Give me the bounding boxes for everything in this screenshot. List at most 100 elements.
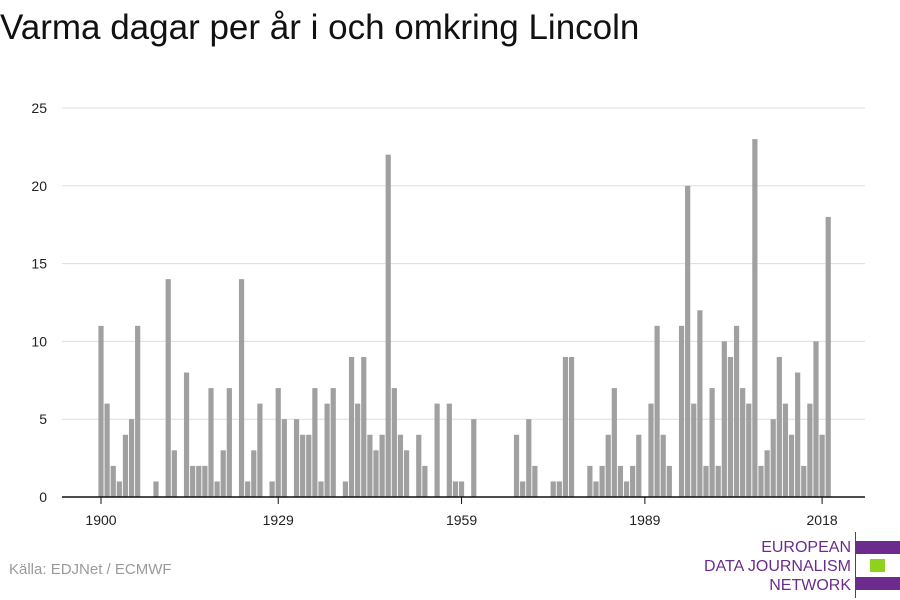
bar-2008 xyxy=(758,465,764,497)
bar-2007 xyxy=(752,139,758,497)
bar-1969 xyxy=(520,481,526,497)
bar-1911 xyxy=(165,279,171,497)
bar-1991 xyxy=(654,325,660,497)
bar-1995 xyxy=(678,325,685,497)
bar-1938 xyxy=(330,388,336,497)
bar-1958 xyxy=(452,481,459,497)
bar-1901 xyxy=(104,403,110,497)
bar-2001 xyxy=(715,465,721,497)
bar-1904 xyxy=(122,434,129,497)
bar-1947 xyxy=(385,154,391,497)
bar-1934 xyxy=(306,434,312,497)
bar-1977 xyxy=(568,356,575,497)
x-axis-ticks: 1900 1929 1959 1989 2018 xyxy=(85,497,838,528)
bar-1968 xyxy=(513,434,520,497)
bar-2005 xyxy=(740,388,746,497)
logo-bar-purple-bottom xyxy=(856,577,900,590)
bar-1919 xyxy=(214,481,220,497)
bar-1992 xyxy=(660,434,666,497)
bar-1902 xyxy=(110,465,116,497)
logo-bar-purple-top xyxy=(856,541,900,554)
bar-1932 xyxy=(293,419,300,497)
bar-1920 xyxy=(220,450,226,497)
bar-1982 xyxy=(599,465,605,497)
x-tick-label-1929: 1929 xyxy=(263,512,294,528)
y-tick-label-25: 25 xyxy=(31,100,47,116)
x-tick-label-1989: 1989 xyxy=(629,512,660,528)
bar-1935 xyxy=(312,388,318,497)
logo-line-3: NETWORK xyxy=(769,577,851,594)
edjnet-logo: EUROPEAN DATA JOURNALISM NETWORK xyxy=(700,530,900,600)
y-tick-label-0: 0 xyxy=(39,489,47,505)
bar-1974 xyxy=(550,481,556,497)
bar-1998 xyxy=(697,310,703,497)
bar-2003 xyxy=(727,356,734,497)
bar-1997 xyxy=(691,403,697,497)
bar-1900 xyxy=(98,325,104,497)
bar-1933 xyxy=(300,434,306,497)
bar-1924 xyxy=(245,481,251,497)
bar-2015 xyxy=(801,465,807,497)
bar-1914 xyxy=(183,372,190,497)
bar-2002 xyxy=(721,341,727,497)
bar-1949 xyxy=(397,434,404,497)
bar-1940 xyxy=(342,481,349,497)
bar-2012 xyxy=(782,403,789,497)
bar-1987 xyxy=(630,465,636,497)
bar-1988 xyxy=(636,434,642,497)
bar-1944 xyxy=(367,434,373,497)
bar-1986 xyxy=(623,481,630,497)
bar-2000 xyxy=(709,388,715,497)
bar-1952 xyxy=(416,434,422,497)
bar-1905 xyxy=(128,419,135,497)
bar-1936 xyxy=(318,481,324,497)
bar-1906 xyxy=(135,325,141,497)
logo-line-1: EUROPEAN xyxy=(761,539,851,556)
bar-2004 xyxy=(733,325,740,497)
y-tick-label-20: 20 xyxy=(31,178,47,194)
bar-1930 xyxy=(281,419,287,497)
bar-1945 xyxy=(373,450,379,497)
bar-1923 xyxy=(238,279,245,497)
bar-1983 xyxy=(605,434,611,497)
bar-1915 xyxy=(190,465,196,497)
bar-1948 xyxy=(391,388,397,497)
logo-bar-green xyxy=(870,559,885,572)
bar-1942 xyxy=(355,403,361,497)
logo-text: EUROPEAN DATA JOURNALISM NETWORK xyxy=(704,538,851,595)
bar-1970 xyxy=(526,419,532,497)
bar-1955 xyxy=(434,403,440,497)
bar-1950 xyxy=(403,450,410,497)
y-tick-label-10: 10 xyxy=(31,333,47,349)
bar-2010 xyxy=(770,419,776,497)
x-tick-label-2018: 2018 xyxy=(807,512,838,528)
bar-2009 xyxy=(764,450,770,497)
logo-line-2: DATA JOURNALISM xyxy=(704,558,851,575)
bar-1941 xyxy=(348,356,355,497)
bar-1981 xyxy=(593,481,599,497)
bar-1984 xyxy=(611,388,617,497)
bar-1912 xyxy=(171,450,177,497)
bar-1946 xyxy=(379,434,385,497)
bar-1999 xyxy=(703,465,709,497)
bar-2011 xyxy=(776,356,782,497)
bar-1971 xyxy=(532,465,538,497)
bar-1943 xyxy=(361,356,367,497)
bar-2017 xyxy=(813,341,819,497)
bar-1980 xyxy=(587,465,593,497)
bar-1993 xyxy=(666,465,672,497)
bar-1926 xyxy=(257,403,263,497)
bar-1961 xyxy=(471,419,477,497)
x-tick-label-1900: 1900 xyxy=(85,512,116,528)
bar-1957 xyxy=(446,403,452,497)
bar-1903 xyxy=(116,481,122,497)
bar-1921 xyxy=(226,388,232,497)
bar-1929 xyxy=(275,388,281,497)
bar-2014 xyxy=(795,372,801,497)
bar-1985 xyxy=(617,465,624,497)
gridlines xyxy=(62,107,865,420)
bars xyxy=(98,139,831,498)
bar-1975 xyxy=(556,481,562,497)
bar-2016 xyxy=(807,403,813,497)
bar-chart: 0 5 10 15 20 25 1900 1929 1959 1989 2018 xyxy=(31,100,865,528)
